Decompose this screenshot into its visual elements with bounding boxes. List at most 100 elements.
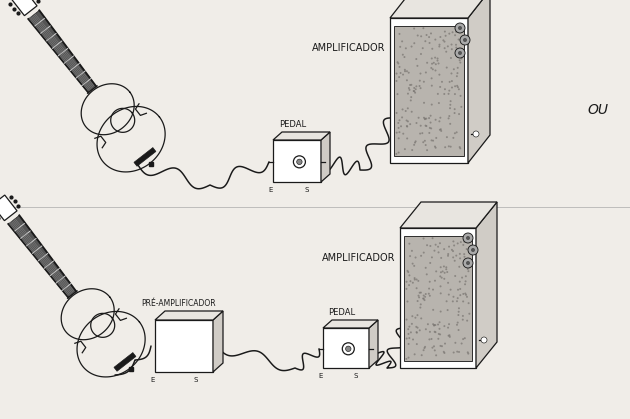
Circle shape (414, 353, 416, 355)
Circle shape (442, 39, 444, 41)
Circle shape (444, 272, 445, 274)
Circle shape (406, 270, 408, 272)
Circle shape (454, 132, 456, 134)
Circle shape (449, 104, 451, 106)
Circle shape (440, 272, 442, 273)
Circle shape (458, 307, 460, 309)
Text: PEDAL: PEDAL (278, 120, 306, 129)
Text: E: E (319, 373, 323, 379)
Circle shape (431, 63, 433, 65)
Circle shape (450, 100, 452, 102)
Circle shape (398, 62, 399, 65)
Circle shape (449, 334, 450, 336)
Circle shape (401, 40, 403, 42)
Circle shape (425, 124, 427, 127)
Circle shape (439, 117, 442, 119)
Circle shape (428, 287, 430, 290)
Circle shape (418, 85, 421, 87)
Circle shape (408, 326, 410, 328)
Circle shape (431, 85, 433, 87)
Circle shape (444, 41, 445, 43)
Circle shape (425, 125, 427, 127)
Circle shape (406, 318, 408, 321)
Circle shape (443, 266, 445, 267)
Circle shape (440, 130, 442, 132)
Circle shape (456, 300, 458, 302)
Circle shape (413, 144, 415, 146)
Circle shape (466, 236, 470, 240)
Circle shape (430, 338, 433, 340)
Circle shape (467, 302, 469, 304)
Circle shape (457, 86, 459, 88)
Circle shape (415, 58, 417, 60)
Circle shape (433, 324, 435, 326)
Polygon shape (390, 18, 468, 163)
Circle shape (467, 353, 469, 354)
Circle shape (450, 289, 452, 291)
Polygon shape (468, 0, 490, 163)
Polygon shape (0, 195, 17, 221)
Circle shape (426, 273, 428, 275)
Circle shape (462, 244, 464, 246)
Circle shape (449, 115, 450, 117)
Circle shape (454, 85, 456, 87)
Circle shape (464, 283, 466, 285)
Circle shape (450, 72, 452, 75)
Circle shape (407, 107, 409, 109)
Circle shape (441, 345, 443, 347)
Circle shape (408, 333, 410, 335)
Circle shape (423, 251, 425, 253)
Text: OU: OU (588, 103, 609, 117)
Circle shape (433, 331, 436, 333)
Circle shape (462, 293, 464, 295)
Circle shape (417, 280, 420, 282)
Circle shape (458, 351, 460, 353)
Circle shape (346, 346, 351, 352)
Circle shape (455, 255, 457, 256)
Circle shape (467, 268, 469, 270)
Circle shape (454, 260, 455, 262)
Circle shape (435, 270, 437, 272)
Circle shape (404, 110, 407, 112)
Circle shape (435, 70, 437, 72)
Circle shape (462, 315, 464, 317)
Circle shape (448, 145, 450, 147)
Circle shape (428, 36, 430, 38)
Circle shape (457, 297, 459, 299)
Circle shape (464, 240, 467, 242)
Circle shape (399, 46, 401, 48)
Circle shape (415, 85, 418, 87)
Circle shape (431, 103, 433, 106)
Text: E: E (151, 377, 155, 383)
Circle shape (468, 251, 470, 253)
Circle shape (464, 292, 466, 295)
Circle shape (450, 57, 452, 59)
Circle shape (426, 244, 428, 246)
Circle shape (398, 131, 401, 133)
Circle shape (454, 93, 456, 95)
Circle shape (416, 343, 418, 345)
Circle shape (423, 299, 425, 301)
Circle shape (441, 81, 443, 83)
Circle shape (438, 321, 440, 323)
Circle shape (457, 289, 459, 291)
Circle shape (448, 246, 450, 248)
Circle shape (407, 271, 410, 273)
Circle shape (422, 297, 424, 300)
Circle shape (449, 107, 451, 109)
Circle shape (457, 311, 460, 313)
Circle shape (408, 337, 410, 339)
Circle shape (408, 284, 410, 286)
Circle shape (413, 90, 415, 92)
Circle shape (435, 119, 437, 121)
Circle shape (456, 351, 458, 353)
Circle shape (407, 328, 410, 330)
Circle shape (418, 296, 420, 298)
Circle shape (442, 270, 444, 272)
Circle shape (430, 140, 433, 141)
Circle shape (425, 40, 427, 42)
Circle shape (440, 277, 443, 279)
Circle shape (437, 251, 440, 253)
Circle shape (444, 47, 445, 49)
Circle shape (468, 245, 478, 255)
